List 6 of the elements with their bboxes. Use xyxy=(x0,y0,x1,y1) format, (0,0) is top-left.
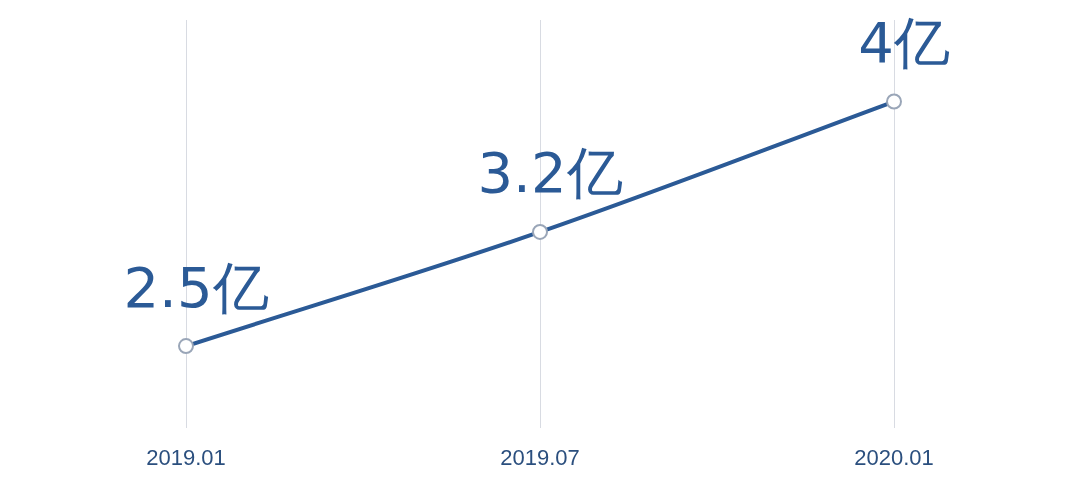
x-tick-label: 2019.01 xyxy=(146,444,226,470)
x-tick-label: 2020.01 xyxy=(854,444,934,470)
x-tick-label: 2019.07 xyxy=(500,444,580,470)
data-label: 4亿 xyxy=(858,10,950,76)
data-label: 3.2亿 xyxy=(477,140,623,206)
data-label: 2.5亿 xyxy=(123,254,269,320)
